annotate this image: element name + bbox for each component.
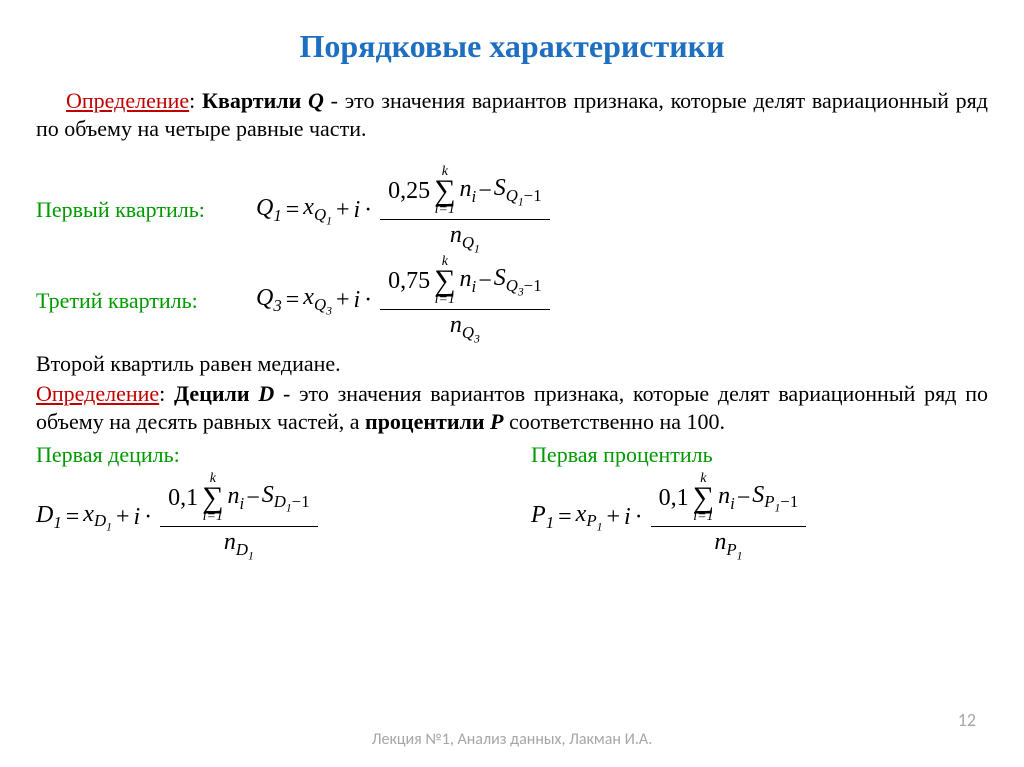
label-q3: Третий квартиль: (36, 288, 256, 314)
formula-q3-row: Третий квартиль: Q3 = xQ3 + i · 0,75 k ∑… (36, 255, 988, 345)
slide: Порядковые характеристики Определение: К… (0, 0, 1024, 767)
term-percentiles: процентили P (365, 409, 503, 434)
page-number: 12 (958, 709, 976, 731)
formula-q3: Q3 = xQ3 + i · 0,75 k ∑ i=1 ni − SQ3−1 (256, 255, 554, 345)
footer-text: Лекция №1, Анализ данных, Лакман И.А. (0, 730, 1024, 749)
col-p1: Первая процентиль P1 = xP1 + i · 0,1 k ∑… (531, 442, 988, 562)
definition-deciles: Определение: Децили D - это значения вар… (36, 380, 988, 436)
definition-quartiles: Определение: Квартили Q - это значения в… (36, 87, 988, 143)
label-q1: Первый квартиль: (36, 197, 256, 223)
formula-p1: P1 = xP1 + i · 0,1 k ∑ i=1 ni − (531, 472, 988, 562)
def-label-2: Определение (36, 381, 159, 406)
col-d1: Первая дециль: D1 = xD1 + i · 0,1 k ∑ i=… (36, 442, 493, 562)
formula-q1-row: Первый квартиль: Q1 = xQ1 + i · 0,25 k ∑… (36, 165, 988, 255)
formula-q1: Q1 = xQ1 + i · 0,25 k ∑ i=1 ni − SQ1−1 (256, 165, 554, 255)
sum-icon: k ∑ i=1 (693, 472, 714, 524)
slide-title: Порядковые характеристики (36, 28, 988, 65)
sum-icon: k ∑ i=1 (202, 472, 223, 524)
median-note: Второй квартиль равен медиане. (36, 350, 988, 378)
formula-d1: D1 = xD1 + i · 0,1 k ∑ i=1 ni − (36, 472, 493, 562)
label-p1: Первая процентиль (531, 442, 988, 468)
sum-icon: k ∑ i=1 (434, 165, 455, 217)
sum-icon: k ∑ i=1 (434, 255, 455, 307)
label-d1: Первая дециль: (36, 442, 493, 468)
bottom-formulas: Первая дециль: D1 = xD1 + i · 0,1 k ∑ i=… (36, 442, 988, 562)
term-quartiles: Квартили Q (202, 88, 324, 113)
term-deciles: Децили D (174, 381, 274, 406)
def-label: Определение (66, 88, 189, 113)
